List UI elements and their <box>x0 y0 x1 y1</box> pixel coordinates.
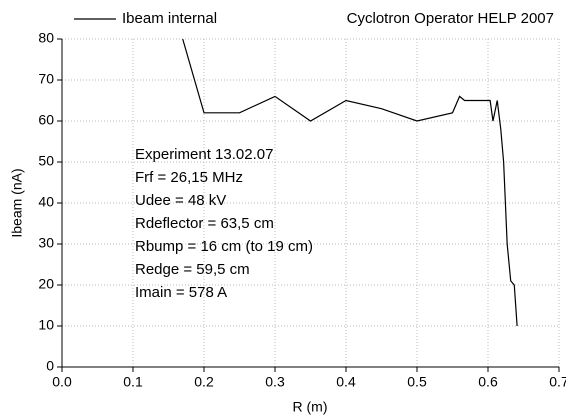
data-line <box>182 39 518 327</box>
y-tick-label: 0 <box>46 358 54 374</box>
annotation: Rdeflector = 63,5 cm <box>135 215 274 232</box>
x-tick-label: 0.2 <box>194 374 214 390</box>
y-tick-label: 70 <box>38 71 54 87</box>
annotation: Experiment 13.02.07 <box>135 146 273 163</box>
x-tick-label: 0.5 <box>407 374 427 390</box>
x-tick-label: 0.6 <box>478 374 498 390</box>
chart-title: Cyclotron Operator HELP 2007 <box>347 10 554 27</box>
x-tick-label: 0.7 <box>549 374 566 390</box>
x-tick-label: 0.1 <box>123 374 143 390</box>
y-tick-label: 40 <box>38 194 54 210</box>
y-tick-label: 20 <box>38 276 54 292</box>
annotation: Udee = 48 kV <box>135 192 226 209</box>
y-tick-label: 80 <box>38 30 54 46</box>
annotation: Frf = 26,15 MHz <box>135 169 243 186</box>
legend-label: Ibeam internal <box>122 10 217 27</box>
annotation: Redge = 59,5 cm <box>135 261 250 278</box>
x-tick-label: 0.4 <box>336 374 356 390</box>
annotation: Imain = 578 A <box>135 284 227 301</box>
y-axis-label: Ibeam (nA) <box>9 168 25 237</box>
y-tick-label: 10 <box>38 317 54 333</box>
x-axis-label: R (m) <box>293 399 328 415</box>
y-tick-label: 60 <box>38 112 54 128</box>
y-tick-label: 50 <box>38 153 54 169</box>
y-tick-label: 30 <box>38 235 54 251</box>
annotation: Rbump = 16 cm (to 19 cm) <box>135 238 313 255</box>
x-tick-label: 0.3 <box>265 374 285 390</box>
x-tick-label: 0.0 <box>52 374 72 390</box>
